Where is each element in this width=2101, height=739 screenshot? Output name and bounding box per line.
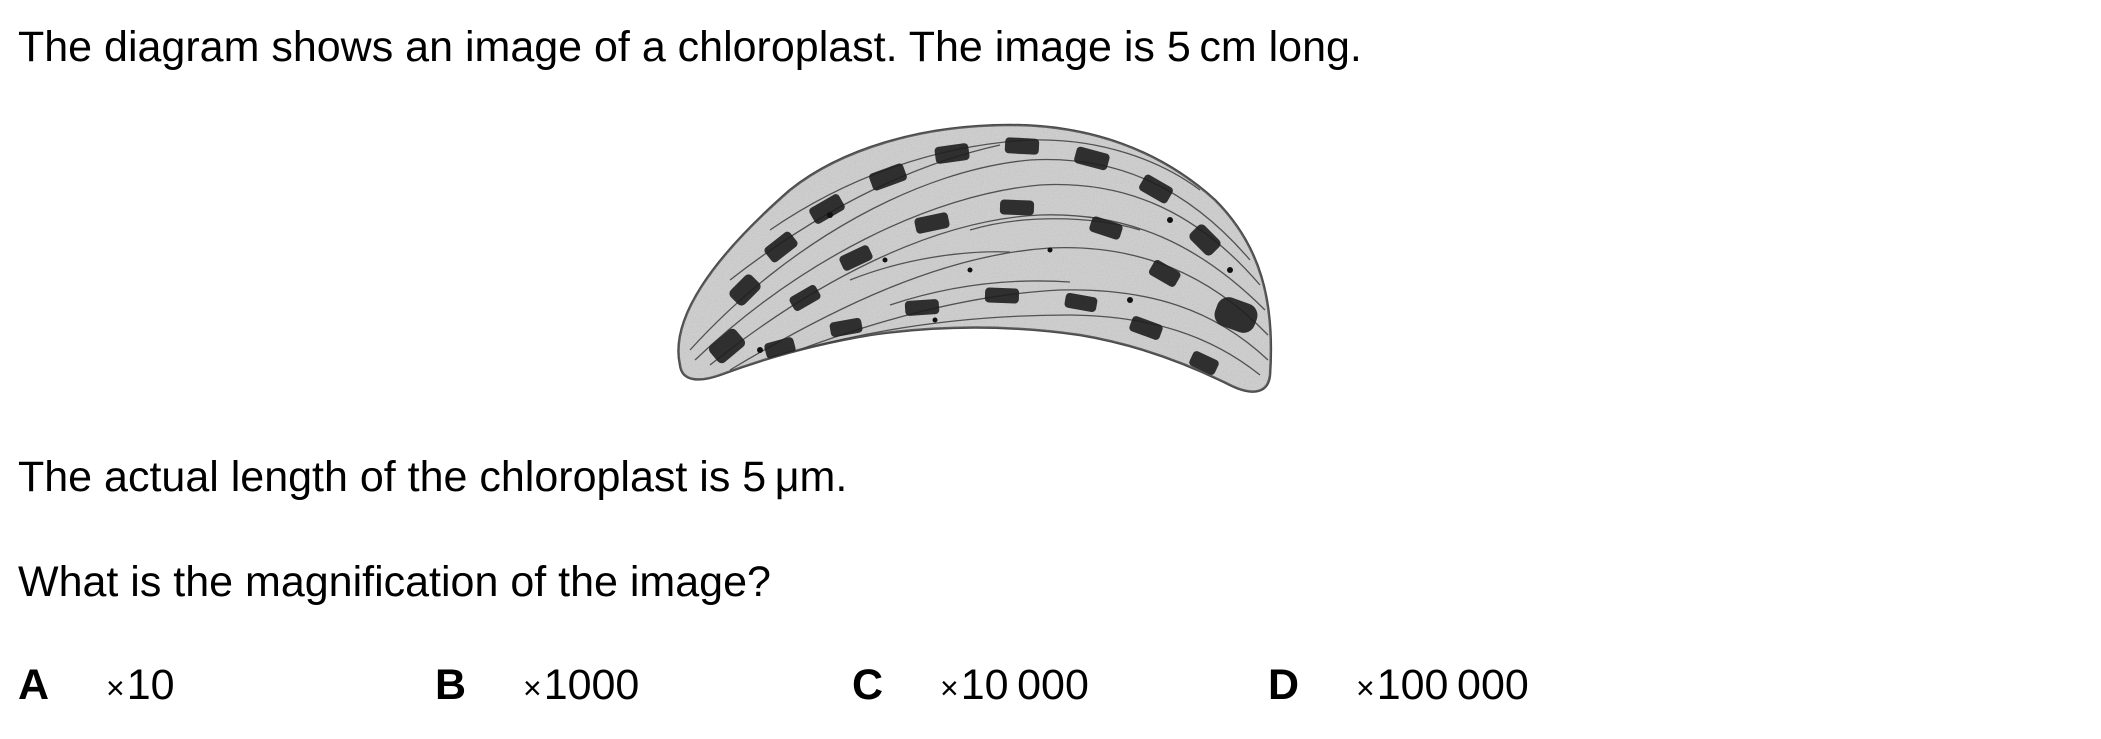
option-number: 10 [126,661,175,709]
option-letter: B [435,661,467,709]
times-sign: × [1356,670,1375,706]
option-value: ×100 000 [1356,660,1529,713]
option-letter: A [18,661,50,709]
option-number: 10 000 [960,661,1089,709]
times-sign: × [106,670,125,706]
answer-options: A ×10 B ×1000 C ×10 000 D ×100 000 [0,660,2101,710]
times-sign: × [523,670,542,706]
question-prompt: What is the magnification of the image? [18,558,771,606]
actual-length-statement: The actual length of the chloroplast is … [18,453,848,501]
option-letter: C [852,661,884,709]
option-letter: D [1268,661,1300,709]
option-number: 1000 [543,661,640,709]
option-number: 100 000 [1376,661,1529,709]
times-sign: × [940,670,959,706]
chloroplast-diagram [677,123,1273,393]
option-value: ×10 000 [940,660,1089,713]
question-intro: The diagram shows an image of a chloropl… [18,23,1362,71]
option-value: ×1000 [523,660,639,713]
option-value: ×10 [106,660,175,713]
